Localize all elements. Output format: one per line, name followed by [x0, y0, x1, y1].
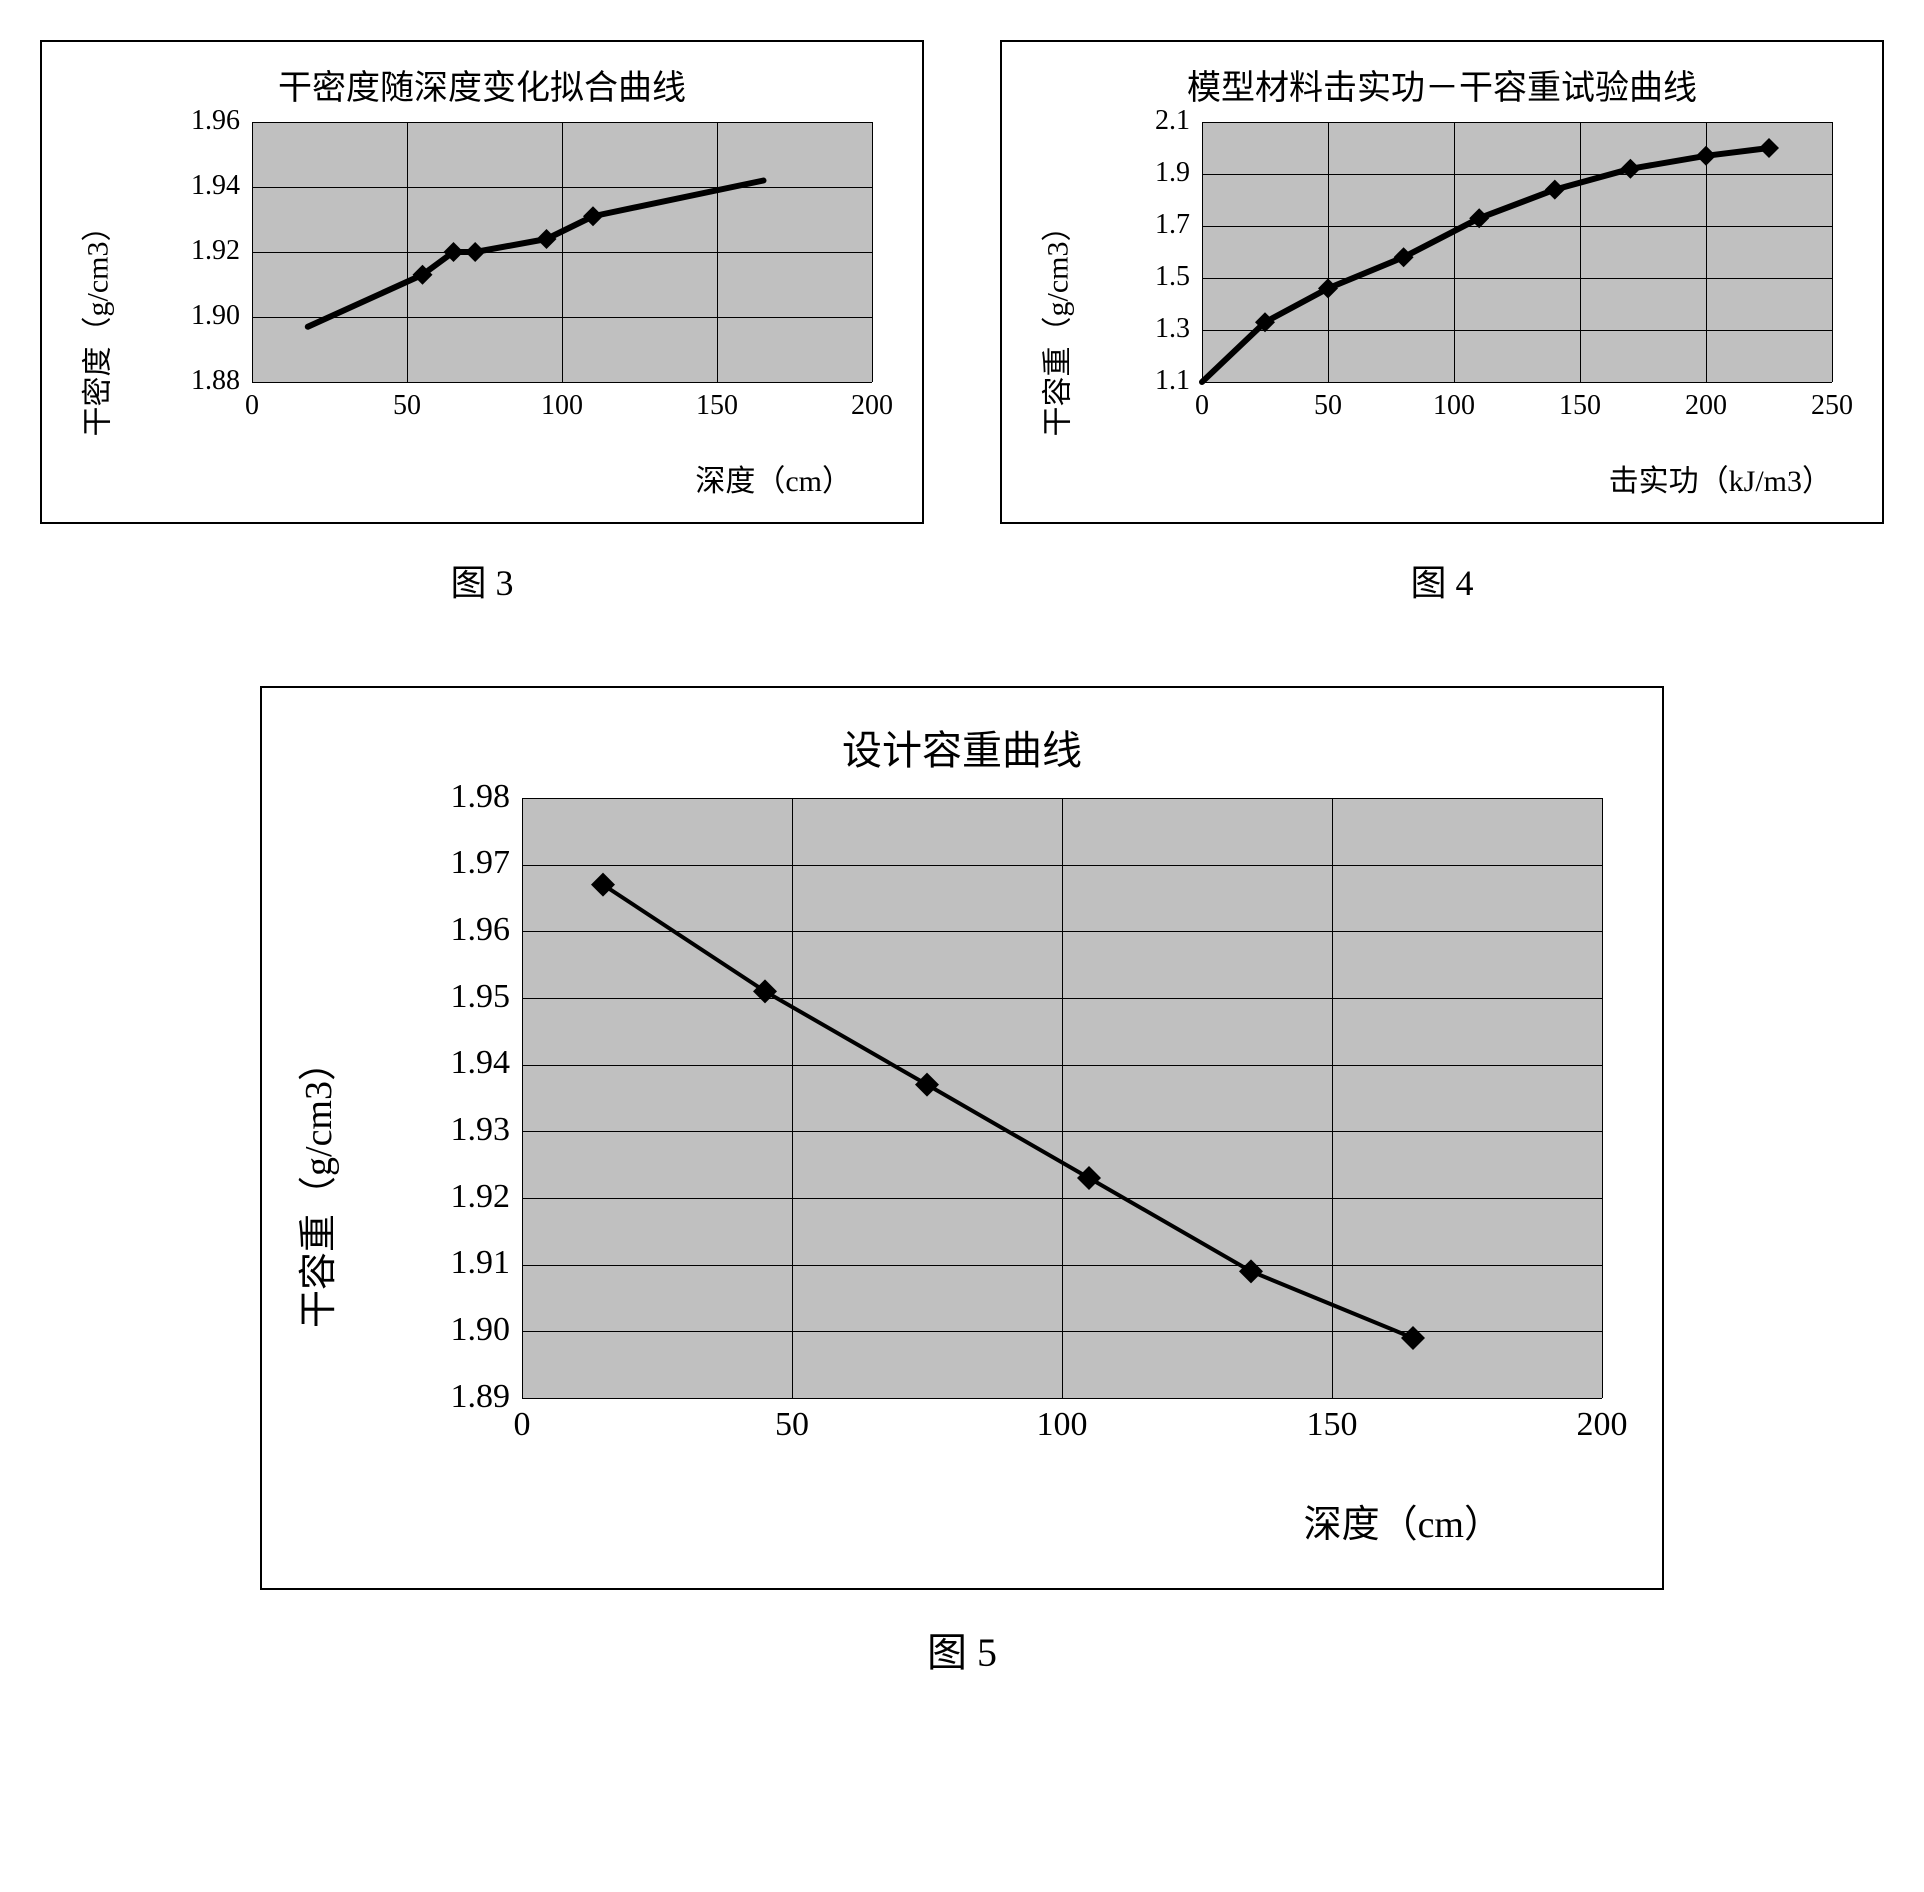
y-tick-label: 2.1 [1070, 105, 1190, 137]
chart5-plot [522, 798, 1602, 1398]
x-tick-label: 0 [222, 390, 282, 422]
x-tick-label: 100 [532, 390, 592, 422]
chart5-xlabel: 深度（cm） [1304, 1493, 1502, 1548]
y-tick-label: 1.90 [390, 1311, 510, 1349]
chart3-plot [252, 122, 872, 382]
y-tick-label: 1.96 [120, 105, 240, 137]
y-tick-label: 1.97 [390, 844, 510, 882]
top-row: 干密度随深度变化拟合曲线 干密度（g/cm3） 深度（cm） 1.881.901… [40, 40, 1884, 606]
y-tick-label: 1.7 [1070, 209, 1190, 241]
x-tick-label: 50 [1298, 390, 1358, 422]
x-tick-label: 0 [492, 1406, 552, 1444]
y-tick-label: 1.90 [120, 300, 240, 332]
x-tick-label: 250 [1802, 390, 1862, 422]
chart5-box: 设计容重曲线 干容重（g/cm3） 深度（cm） 1.891.901.911.9… [260, 686, 1664, 1590]
x-tick-label: 200 [842, 390, 902, 422]
y-tick-label: 1.5 [1070, 261, 1190, 293]
chart4-xlabel: 击实功（kJ/m3） [1609, 456, 1832, 500]
chart3-title: 干密度随深度变化拟合曲线 [42, 42, 922, 109]
x-tick-label: 50 [377, 390, 437, 422]
x-tick-label: 100 [1032, 1406, 1092, 1444]
x-tick-label: 200 [1676, 390, 1736, 422]
chart4-title: 模型材料击实功－干容重试验曲线 [1002, 42, 1882, 109]
y-tick-label: 1.94 [120, 170, 240, 202]
y-tick-label: 1.95 [390, 978, 510, 1016]
y-tick-label: 1.91 [390, 1244, 510, 1282]
chart3-ylabel: 干密度（g/cm3） [73, 212, 117, 437]
x-tick-label: 150 [1550, 390, 1610, 422]
chart5-title: 设计容重曲线 [262, 688, 1662, 776]
x-tick-label: 200 [1572, 1406, 1632, 1444]
x-tick-label: 150 [687, 390, 747, 422]
chart4-caption: 图 4 [1000, 554, 1884, 606]
x-tick-label: 100 [1424, 390, 1484, 422]
y-tick-label: 1.9 [1070, 157, 1190, 189]
y-tick-label: 1.3 [1070, 313, 1190, 345]
chart5-caption: 图 5 [40, 1620, 1884, 1678]
y-tick-label: 1.96 [390, 911, 510, 949]
y-tick-label: 1.98 [390, 778, 510, 816]
chart4-wrapper: 模型材料击实功－干容重试验曲线 干容重（g/cm3） 击实功（kJ/m3） 1.… [1000, 40, 1884, 606]
chart3-caption: 图 3 [40, 554, 924, 606]
y-tick-label: 1.94 [390, 1044, 510, 1082]
chart3-xlabel: 深度（cm） [695, 456, 852, 500]
chart3-box: 干密度随深度变化拟合曲线 干密度（g/cm3） 深度（cm） 1.881.901… [40, 40, 924, 524]
chart4-box: 模型材料击实功－干容重试验曲线 干容重（g/cm3） 击实功（kJ/m3） 1.… [1000, 40, 1884, 524]
y-tick-label: 1.93 [390, 1111, 510, 1149]
chart5-ylabel: 干容重（g/cm3） [287, 1043, 342, 1328]
y-tick-label: 1.92 [390, 1178, 510, 1216]
chart4-plot [1202, 122, 1832, 382]
x-tick-label: 150 [1302, 1406, 1362, 1444]
x-tick-label: 0 [1172, 390, 1232, 422]
x-tick-label: 50 [762, 1406, 822, 1444]
chart5-wrapper: 设计容重曲线 干容重（g/cm3） 深度（cm） 1.891.901.911.9… [40, 686, 1884, 1678]
chart3-wrapper: 干密度随深度变化拟合曲线 干密度（g/cm3） 深度（cm） 1.881.901… [40, 40, 924, 606]
y-tick-label: 1.92 [120, 235, 240, 267]
